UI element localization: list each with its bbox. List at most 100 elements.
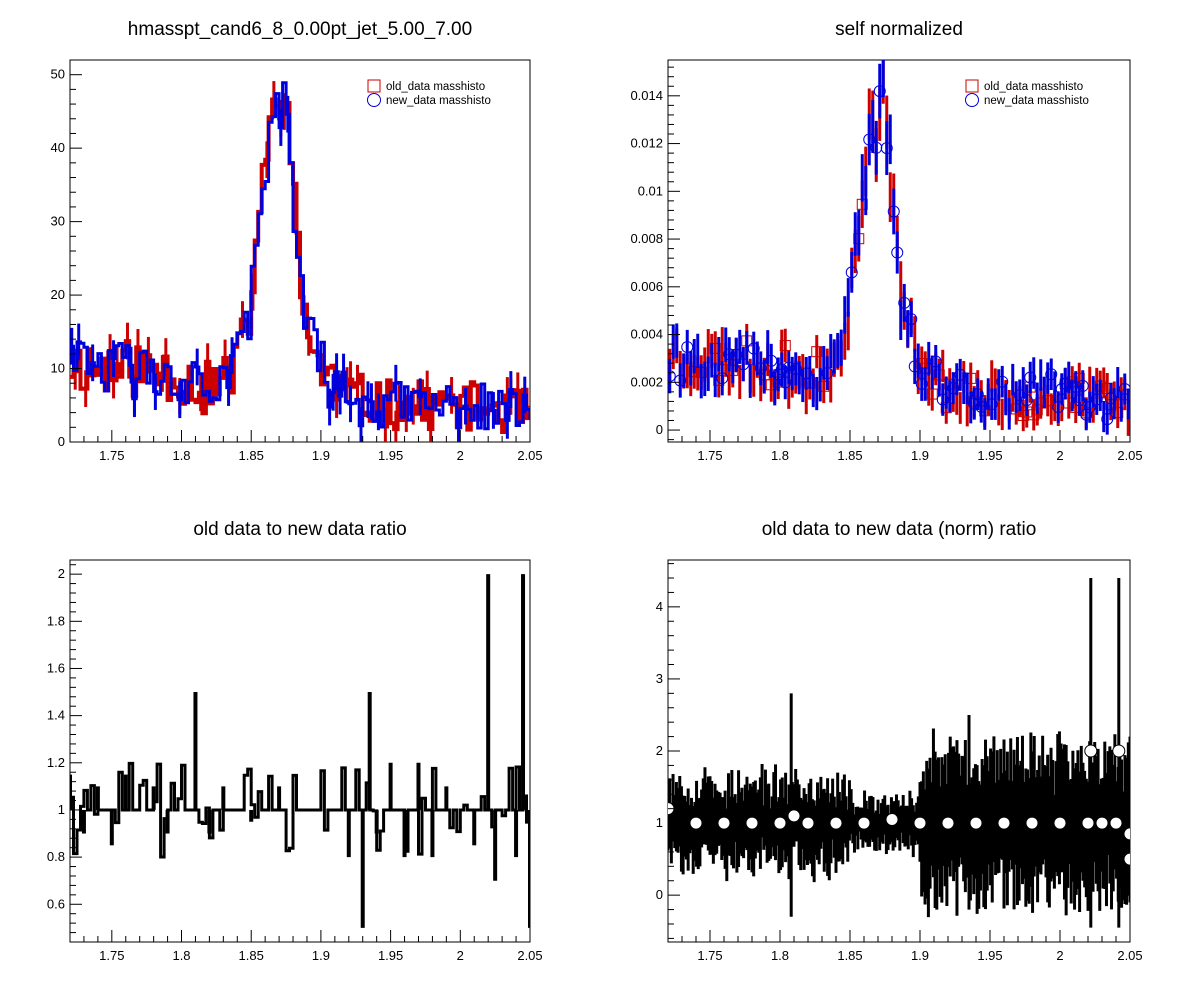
plot-area bbox=[70, 574, 530, 928]
data-point-new bbox=[716, 372, 729, 385]
data-point bbox=[1053, 816, 1067, 830]
ratio-step-line bbox=[70, 761, 530, 859]
x-tick-label: 1.75 bbox=[697, 948, 722, 963]
data-point bbox=[787, 809, 801, 823]
data-point-new bbox=[1020, 394, 1033, 407]
data-point bbox=[1109, 816, 1123, 830]
data-point-new bbox=[845, 266, 858, 279]
data-point bbox=[745, 816, 759, 830]
x-tick-label: 1.75 bbox=[697, 448, 722, 463]
legend-entry: new_data masshisto bbox=[386, 95, 491, 107]
data-point-new bbox=[996, 375, 1009, 388]
chart-title: old data to new data ratio bbox=[193, 519, 406, 540]
x-tick-label: 2 bbox=[457, 448, 464, 463]
data-point bbox=[1123, 852, 1130, 866]
x-tick-label: 1.95 bbox=[378, 948, 403, 963]
x-tick-label: 1.75 bbox=[99, 948, 124, 963]
y-tick-label: 0.008 bbox=[630, 231, 663, 246]
plot-area bbox=[668, 60, 1130, 436]
data-point-new bbox=[1118, 383, 1130, 396]
x-tick-label: 2 bbox=[457, 948, 464, 963]
y-tick-label: 0 bbox=[58, 434, 65, 449]
y-tick-label: 50 bbox=[51, 67, 65, 82]
x-tick-label: 1.9 bbox=[312, 948, 330, 963]
data-point-new bbox=[1090, 393, 1103, 406]
legend-marker-old bbox=[367, 79, 381, 93]
x-tick-label: 2.05 bbox=[1117, 948, 1142, 963]
data-point-new bbox=[1104, 392, 1117, 405]
panel-raw-histograms: hmasspt_cand6_8_0.00pt_jet_5.00_7.00 1.75… bbox=[51, 19, 543, 463]
x-tick-label: 1.85 bbox=[239, 448, 264, 463]
data-point-new bbox=[915, 377, 928, 390]
data-point-new bbox=[971, 388, 984, 401]
y-tick-label: 0.6 bbox=[47, 896, 65, 911]
data-point bbox=[689, 816, 703, 830]
x-tick-label: 1.95 bbox=[977, 948, 1002, 963]
series-new-line bbox=[70, 81, 530, 431]
x-tick-label: 1.9 bbox=[911, 948, 929, 963]
data-point bbox=[941, 816, 955, 830]
data-point bbox=[1123, 827, 1130, 841]
y-tick-label: 0.012 bbox=[630, 136, 663, 151]
data-point-new bbox=[1024, 371, 1037, 384]
x-tick-label: 1.75 bbox=[99, 448, 124, 463]
data-point-new bbox=[754, 362, 767, 375]
x-tick-label: 1.9 bbox=[312, 448, 330, 463]
plot-area bbox=[70, 81, 530, 442]
y-tick-label: 1.4 bbox=[47, 708, 65, 723]
data-point-new bbox=[1045, 368, 1058, 381]
x-tick-label: 1.8 bbox=[172, 448, 190, 463]
data-point-new bbox=[985, 398, 998, 411]
x-tick-label: 1.95 bbox=[977, 448, 1002, 463]
x-tick-label: 2.05 bbox=[517, 948, 542, 963]
data-point-new bbox=[789, 362, 802, 375]
data-point-new bbox=[873, 85, 886, 98]
legend-entry: old_data masshisto bbox=[386, 81, 485, 93]
x-tick-label: 1.85 bbox=[837, 948, 862, 963]
data-point-new bbox=[674, 374, 687, 387]
data-point-new bbox=[747, 342, 760, 355]
data-point bbox=[913, 816, 927, 830]
x-tick-label: 1.8 bbox=[172, 948, 190, 963]
panel-norm-ratio: old data to new data (norm) ratio 1.75 1.8… bbox=[656, 519, 1143, 963]
data-point-new bbox=[929, 355, 942, 368]
axis-frame bbox=[69, 559, 531, 943]
legend-entry: new_data masshisto bbox=[984, 95, 1089, 107]
data-point-new bbox=[800, 367, 813, 380]
data-point-new bbox=[1052, 401, 1065, 414]
x-tick-label: 1.8 bbox=[771, 448, 789, 463]
data-point bbox=[1112, 744, 1126, 758]
series-old-line bbox=[70, 97, 530, 434]
data-point-old bbox=[779, 340, 791, 352]
y-tick-label: 0.8 bbox=[47, 849, 65, 864]
x-tick-label: 2.05 bbox=[1117, 448, 1142, 463]
plot-area bbox=[668, 578, 1130, 928]
chart-title: self normalized bbox=[835, 19, 963, 40]
y-tick-label: 3 bbox=[656, 671, 663, 686]
data-point bbox=[885, 812, 899, 826]
x-tick-label: 1.85 bbox=[239, 948, 264, 963]
data-point bbox=[857, 816, 871, 830]
y-tick-label: 20 bbox=[51, 287, 65, 302]
chart-title: hmasspt_cand6_8_0.00pt_jet_5.00_7.00 bbox=[128, 19, 472, 40]
data-point bbox=[801, 816, 815, 830]
data-point-new bbox=[905, 313, 918, 326]
y-tick-label: 0.01 bbox=[638, 183, 663, 198]
y-tick-label: 2 bbox=[58, 566, 65, 581]
data-point bbox=[773, 816, 787, 830]
y-tick-label: 1 bbox=[656, 815, 663, 830]
y-tick-label: 1.6 bbox=[47, 660, 65, 675]
x-tick-label: 2 bbox=[1056, 448, 1063, 463]
x-tick-label: 2.05 bbox=[517, 448, 542, 463]
data-point-old bbox=[926, 388, 938, 400]
legend-entry: old_data masshisto bbox=[984, 81, 1083, 93]
data-point-new bbox=[908, 360, 921, 373]
y-tick-label: 0.006 bbox=[630, 279, 663, 294]
data-point bbox=[1081, 816, 1095, 830]
data-point bbox=[829, 816, 843, 830]
data-point-new bbox=[1076, 379, 1089, 392]
x-tick-label: 1.85 bbox=[837, 448, 862, 463]
legend-marker-new bbox=[965, 93, 979, 107]
x-tick-label: 2 bbox=[1056, 948, 1063, 963]
x-tick-label: 1.8 bbox=[771, 948, 789, 963]
